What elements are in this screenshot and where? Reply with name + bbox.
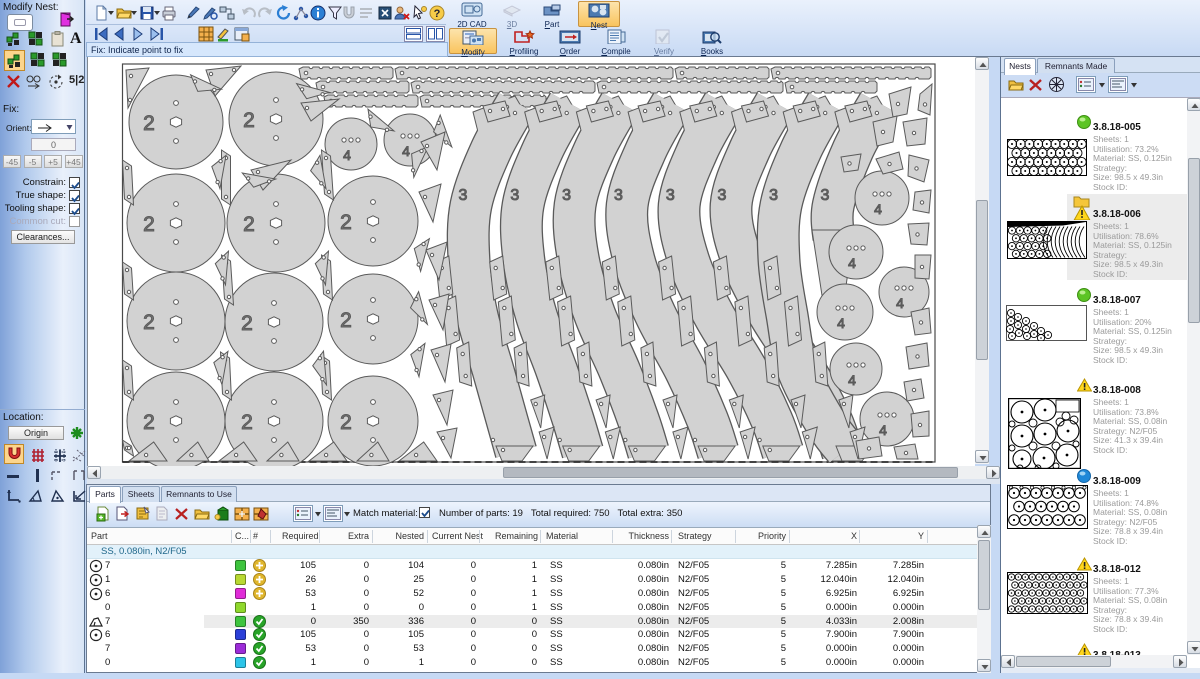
svg-text:2: 2	[340, 211, 352, 234]
svg-text:4: 4	[896, 295, 904, 311]
svg-text:3: 3	[614, 187, 623, 204]
svg-text:3: 3	[562, 187, 571, 204]
svg-text:3: 3	[769, 187, 778, 204]
svg-text:4: 4	[848, 255, 856, 271]
svg-text:2: 2	[143, 213, 155, 236]
svg-text:4: 4	[343, 147, 351, 163]
svg-text:4: 4	[837, 315, 845, 331]
svg-text:3: 3	[718, 187, 727, 204]
svg-text:3: 3	[821, 187, 830, 204]
svg-text:2: 2	[243, 109, 255, 132]
svg-text:4: 4	[879, 422, 887, 438]
svg-text:?: ?	[434, 8, 441, 20]
svg-text:3: 3	[459, 187, 468, 204]
svg-text:2: 2	[143, 411, 155, 434]
svg-text:2: 2	[241, 312, 253, 335]
svg-text:2: 2	[340, 309, 352, 332]
svg-text:4: 4	[402, 143, 410, 159]
svg-text:2: 2	[241, 411, 253, 434]
svg-text:4: 4	[848, 372, 856, 388]
svg-text:2: 2	[340, 411, 352, 434]
svg-text:2: 2	[143, 311, 155, 334]
svg-text:2: 2	[143, 112, 155, 135]
svg-text:4: 4	[874, 201, 882, 217]
svg-text:2: 2	[243, 213, 255, 236]
svg-text:3: 3	[510, 187, 519, 204]
svg-text:3: 3	[666, 187, 675, 204]
